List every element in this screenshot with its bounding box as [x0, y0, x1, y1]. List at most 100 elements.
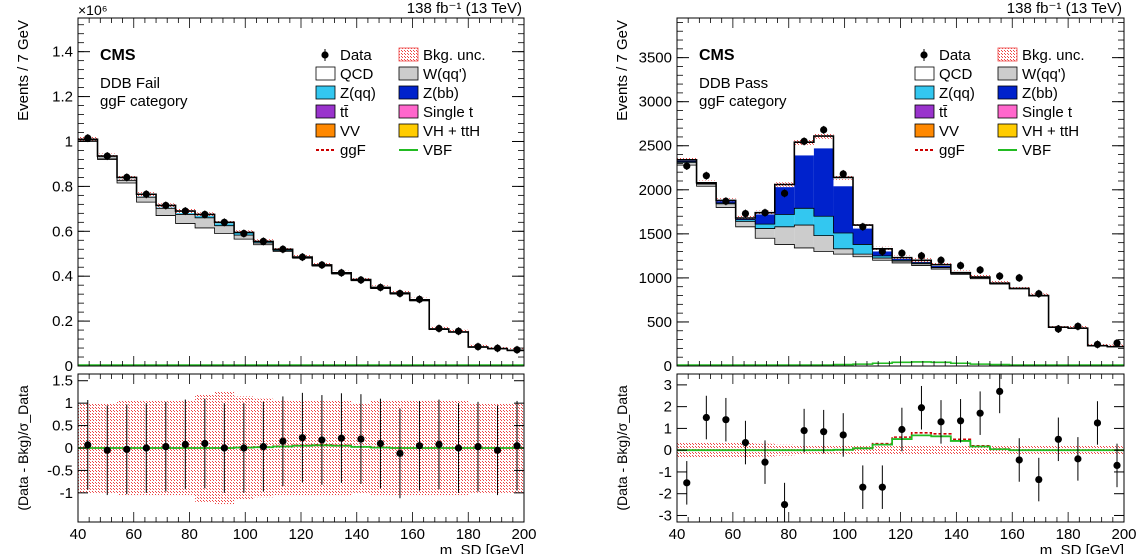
qcd-bar	[735, 226, 756, 366]
legend-label: Bkg. unc.	[1022, 47, 1085, 64]
zqq-bar	[892, 260, 912, 262]
data-point	[142, 190, 150, 198]
ratio-unc-band	[911, 445, 932, 455]
wqq-bar	[794, 225, 814, 248]
data-point	[839, 170, 847, 178]
ratio-ytick-label: 3	[664, 377, 672, 394]
qcd-bar	[950, 274, 971, 366]
zqq-bar	[853, 244, 873, 255]
pull-point	[318, 436, 326, 444]
wqq-bar	[911, 263, 932, 266]
data-point	[513, 346, 521, 354]
legend-data-marker	[321, 51, 329, 59]
ratio-ytick-label: 2	[664, 399, 672, 416]
y-multiplier: ×10⁶	[78, 2, 108, 18]
legend-label: W(qq')	[1022, 66, 1066, 83]
qcd-bar	[448, 332, 469, 366]
pull-point	[259, 443, 267, 451]
xtick-label: 180	[1056, 526, 1081, 543]
xtick-label: 160	[1000, 526, 1025, 543]
data-point	[820, 126, 828, 134]
legend-label: VV	[939, 123, 959, 140]
pull-point	[761, 458, 769, 466]
pull-point	[396, 449, 404, 457]
legend-swatch	[398, 66, 419, 81]
pull-point	[298, 434, 306, 442]
zqq-bar	[911, 262, 932, 264]
data-point	[220, 218, 228, 226]
zqq-bar	[755, 224, 775, 229]
qcd-bar	[989, 284, 1010, 366]
pull-point	[898, 425, 906, 434]
pull-point	[917, 404, 926, 412]
qcd-bar	[774, 244, 795, 366]
ytick-label: 3000	[639, 94, 672, 111]
data-point	[123, 173, 131, 182]
wqq-bar	[214, 225, 235, 234]
data-point	[337, 269, 346, 277]
qcd-bar	[931, 269, 951, 366]
qcd-bar	[1009, 288, 1030, 366]
category-line2: ggF category	[100, 93, 188, 110]
qcd-bar	[487, 348, 508, 366]
ytick-label: 1.2	[52, 89, 73, 106]
pull-point	[800, 426, 808, 435]
cms-label: CMS	[100, 47, 136, 64]
data-point	[357, 276, 365, 284]
legend-label: W(qq')	[423, 66, 467, 83]
ratio-ytick-label: -0.5	[47, 462, 73, 479]
ratio-y-axis-label: (Data - Bkg)/σ_Data	[15, 385, 31, 511]
qcd-bar	[331, 273, 352, 366]
xtick-label: 120	[288, 526, 313, 543]
legend-swatch	[914, 123, 935, 138]
qcd-bar	[833, 254, 854, 366]
data-point	[103, 152, 111, 160]
zbb-bar	[735, 218, 756, 220]
pull-point	[84, 441, 92, 449]
xtick-label: 180	[456, 526, 481, 543]
legend-label: Single t	[423, 104, 474, 121]
qcd-bar	[234, 239, 254, 366]
data-point	[435, 324, 443, 333]
xtick-label: 40	[669, 526, 686, 543]
zqq-bar	[735, 219, 756, 222]
data-point	[956, 261, 965, 270]
data-point	[780, 189, 789, 197]
ytick-label: 500	[647, 314, 672, 331]
wqq-bar	[117, 180, 137, 184]
qcd-bar	[755, 238, 775, 366]
pull-point	[1035, 475, 1043, 484]
qcd-bar	[1107, 346, 1124, 366]
data-point	[162, 201, 170, 210]
ytick-label: 0.4	[52, 268, 73, 285]
pull-point	[454, 444, 463, 452]
data-point	[898, 249, 906, 257]
ytick-label: 0	[664, 358, 672, 375]
pull-point	[683, 479, 691, 487]
pull-point	[435, 440, 443, 449]
xtick-label: 200	[1111, 526, 1136, 543]
qcd-bar	[911, 265, 932, 366]
ytick-label: 0	[65, 358, 73, 375]
ytick-label: 0.2	[52, 313, 73, 330]
ytick-label: 2000	[639, 182, 672, 199]
pull-point	[1074, 455, 1082, 463]
zqq-bar	[833, 232, 854, 249]
legend-swatch	[997, 104, 1018, 119]
ratio-plot-area	[78, 391, 524, 505]
qcd-bar	[351, 280, 371, 366]
data-point	[937, 256, 945, 264]
zbb-bar	[892, 258, 912, 261]
wqq-bar	[950, 273, 971, 275]
qcd-bar	[853, 256, 873, 366]
qcd-bar	[716, 207, 736, 366]
wqq-bar	[774, 226, 795, 245]
zbb-bar	[911, 262, 932, 263]
legend-label: VH + ttH	[1022, 123, 1079, 140]
wqq-bar	[833, 248, 854, 255]
ytick-label: 2500	[639, 138, 672, 155]
main-plot-area	[677, 125, 1124, 366]
xtick-label: 60	[125, 526, 142, 543]
data-point	[376, 283, 385, 292]
total-bkg-outline	[677, 135, 1124, 348]
